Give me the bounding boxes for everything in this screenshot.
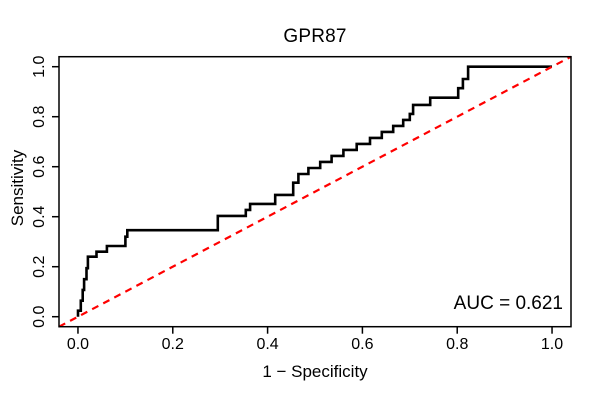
chart-title: GPR87 (283, 26, 347, 47)
x-tick-label: 0.4 (256, 336, 278, 353)
y-tick-label: 0.6 (31, 155, 48, 177)
x-axis-label: 1 − Specificity (262, 362, 368, 381)
x-tick-label: 0.0 (67, 336, 89, 353)
plot-border (58, 55, 572, 328)
y-tick-label: 0.4 (31, 205, 48, 227)
reference-diagonal-line (58, 55, 572, 328)
x-tick-label: 0.2 (162, 336, 184, 353)
y-tick-label: 0.8 (31, 105, 48, 127)
auc-annotation: AUC = 0.621 (453, 293, 563, 314)
y-axis-label: Sensitivity (8, 149, 27, 227)
y-tick-label: 0.2 (31, 255, 48, 277)
y-tick-label: 0.0 (31, 305, 48, 327)
x-tick-label: 0.8 (446, 336, 468, 353)
x-tick-label: 0.6 (351, 336, 373, 353)
x-tick-label: 1.0 (541, 336, 563, 353)
roc-curve-line (76, 65, 552, 317)
y-tick-label: 1.0 (31, 55, 48, 77)
